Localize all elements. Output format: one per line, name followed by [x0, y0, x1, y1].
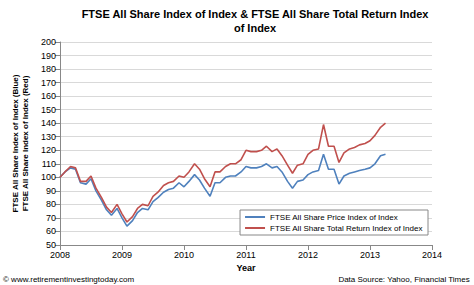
svg-text:180: 180 [41, 64, 56, 74]
svg-text:2013: 2013 [360, 250, 380, 260]
svg-text:190: 190 [41, 51, 56, 61]
svg-text:FTSE All Share Total Return In: FTSE All Share Total Return Index of Ind… [270, 224, 422, 233]
svg-text:70: 70 [46, 213, 56, 223]
svg-text:200: 200 [41, 37, 56, 47]
svg-text:150: 150 [41, 105, 56, 115]
svg-text:90: 90 [46, 186, 56, 196]
svg-text:160: 160 [41, 91, 56, 101]
svg-text:2014: 2014 [422, 250, 442, 260]
svg-text:120: 120 [41, 145, 56, 155]
svg-text:FTSE All Share Index of Index: FTSE All Share Index of Index (Blue) [11, 74, 20, 212]
svg-text:110: 110 [42, 159, 56, 169]
svg-text:Data Source: Yahoo, Financial: Data Source: Yahoo, Financial Times [338, 275, 469, 284]
svg-text:2012: 2012 [298, 250, 318, 260]
svg-text:130: 130 [41, 132, 56, 142]
svg-text:170: 170 [41, 78, 56, 88]
svg-text:FTSE All Share Price Index of: FTSE All Share Price Index of Index [270, 213, 398, 222]
svg-text:50: 50 [46, 240, 56, 250]
svg-text:60: 60 [46, 226, 56, 236]
svg-text:140: 140 [41, 118, 56, 128]
svg-text:of Index: of Index [234, 22, 277, 34]
svg-text:© www.retirementinvestingtoday: © www.retirementinvestingtoday.com [3, 275, 134, 284]
svg-text:2010: 2010 [174, 250, 194, 260]
svg-text:80: 80 [46, 199, 56, 209]
svg-text:FTSE All Share Index of Index: FTSE All Share Index of Index & FTSE All… [82, 8, 430, 20]
svg-text:2008: 2008 [50, 250, 70, 260]
svg-text:Year: Year [236, 263, 256, 273]
svg-text:2011: 2011 [236, 250, 255, 260]
svg-text:2009: 2009 [112, 250, 132, 260]
svg-text:FTSE All Share Index of Index: FTSE All Share Index of Index (Red) [21, 75, 30, 211]
svg-text:100: 100 [41, 172, 56, 182]
